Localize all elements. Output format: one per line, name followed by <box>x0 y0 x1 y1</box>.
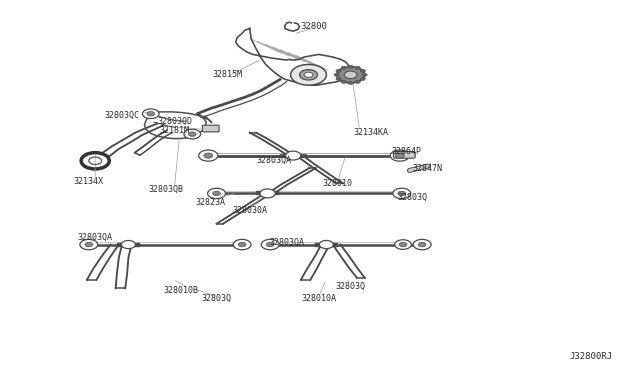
Text: 32803Q: 32803Q <box>202 294 232 303</box>
Circle shape <box>285 151 301 160</box>
Circle shape <box>147 112 155 116</box>
Circle shape <box>348 81 353 84</box>
Text: 32134KA: 32134KA <box>353 128 388 137</box>
Text: 328030A: 328030A <box>232 206 268 215</box>
Circle shape <box>85 242 93 247</box>
Circle shape <box>212 191 220 196</box>
Circle shape <box>304 72 313 77</box>
Circle shape <box>396 153 404 158</box>
Circle shape <box>355 80 360 83</box>
Circle shape <box>233 239 251 250</box>
Circle shape <box>336 69 341 72</box>
Text: 32803Q: 32803Q <box>335 282 365 291</box>
Text: 328010A: 328010A <box>301 294 336 303</box>
Circle shape <box>390 150 410 161</box>
Circle shape <box>184 129 200 139</box>
Text: 32181M: 32181M <box>159 126 189 135</box>
FancyBboxPatch shape <box>394 151 415 158</box>
Text: 32134X: 32134X <box>74 177 104 186</box>
Text: 32803QA: 32803QA <box>257 155 292 164</box>
Text: 328010B: 328010B <box>163 286 198 295</box>
Text: 32803QC: 32803QC <box>104 111 140 120</box>
Text: 32803Q: 32803Q <box>397 193 428 202</box>
Circle shape <box>398 191 406 196</box>
Text: 32847N: 32847N <box>412 164 442 173</box>
Circle shape <box>238 242 246 247</box>
Circle shape <box>266 242 274 247</box>
Circle shape <box>341 66 346 69</box>
Circle shape <box>348 65 353 68</box>
Polygon shape <box>236 29 352 85</box>
Circle shape <box>413 239 431 250</box>
Circle shape <box>419 242 426 247</box>
Circle shape <box>360 77 365 80</box>
Text: 32803QA: 32803QA <box>269 238 304 247</box>
Text: 32815M: 32815M <box>212 70 243 79</box>
Polygon shape <box>145 112 206 138</box>
Text: 32823A: 32823A <box>195 198 225 207</box>
Circle shape <box>395 240 412 249</box>
Text: 32803QA: 32803QA <box>77 233 113 243</box>
Circle shape <box>341 80 346 83</box>
Text: 328010: 328010 <box>323 179 353 187</box>
Text: J32800RJ: J32800RJ <box>570 352 613 361</box>
Circle shape <box>344 71 357 78</box>
Circle shape <box>261 239 279 250</box>
Circle shape <box>319 240 333 248</box>
Text: 32800: 32800 <box>300 22 327 31</box>
Circle shape <box>291 64 326 85</box>
FancyBboxPatch shape <box>202 125 219 132</box>
Circle shape <box>198 150 218 161</box>
Circle shape <box>362 73 367 76</box>
Circle shape <box>122 240 136 248</box>
Circle shape <box>337 67 365 83</box>
Circle shape <box>393 188 411 199</box>
Circle shape <box>399 242 407 247</box>
Circle shape <box>355 66 360 69</box>
Text: 32803QB: 32803QB <box>148 185 183 194</box>
Circle shape <box>334 73 339 76</box>
Circle shape <box>204 153 212 158</box>
Circle shape <box>260 189 275 198</box>
Circle shape <box>143 109 159 119</box>
Text: 32803QD: 32803QD <box>157 118 192 126</box>
Circle shape <box>188 132 196 137</box>
Text: 32864P: 32864P <box>391 147 421 156</box>
Circle shape <box>360 69 365 72</box>
Circle shape <box>80 239 98 250</box>
Circle shape <box>207 188 225 199</box>
Circle shape <box>300 70 317 80</box>
Circle shape <box>336 77 341 80</box>
